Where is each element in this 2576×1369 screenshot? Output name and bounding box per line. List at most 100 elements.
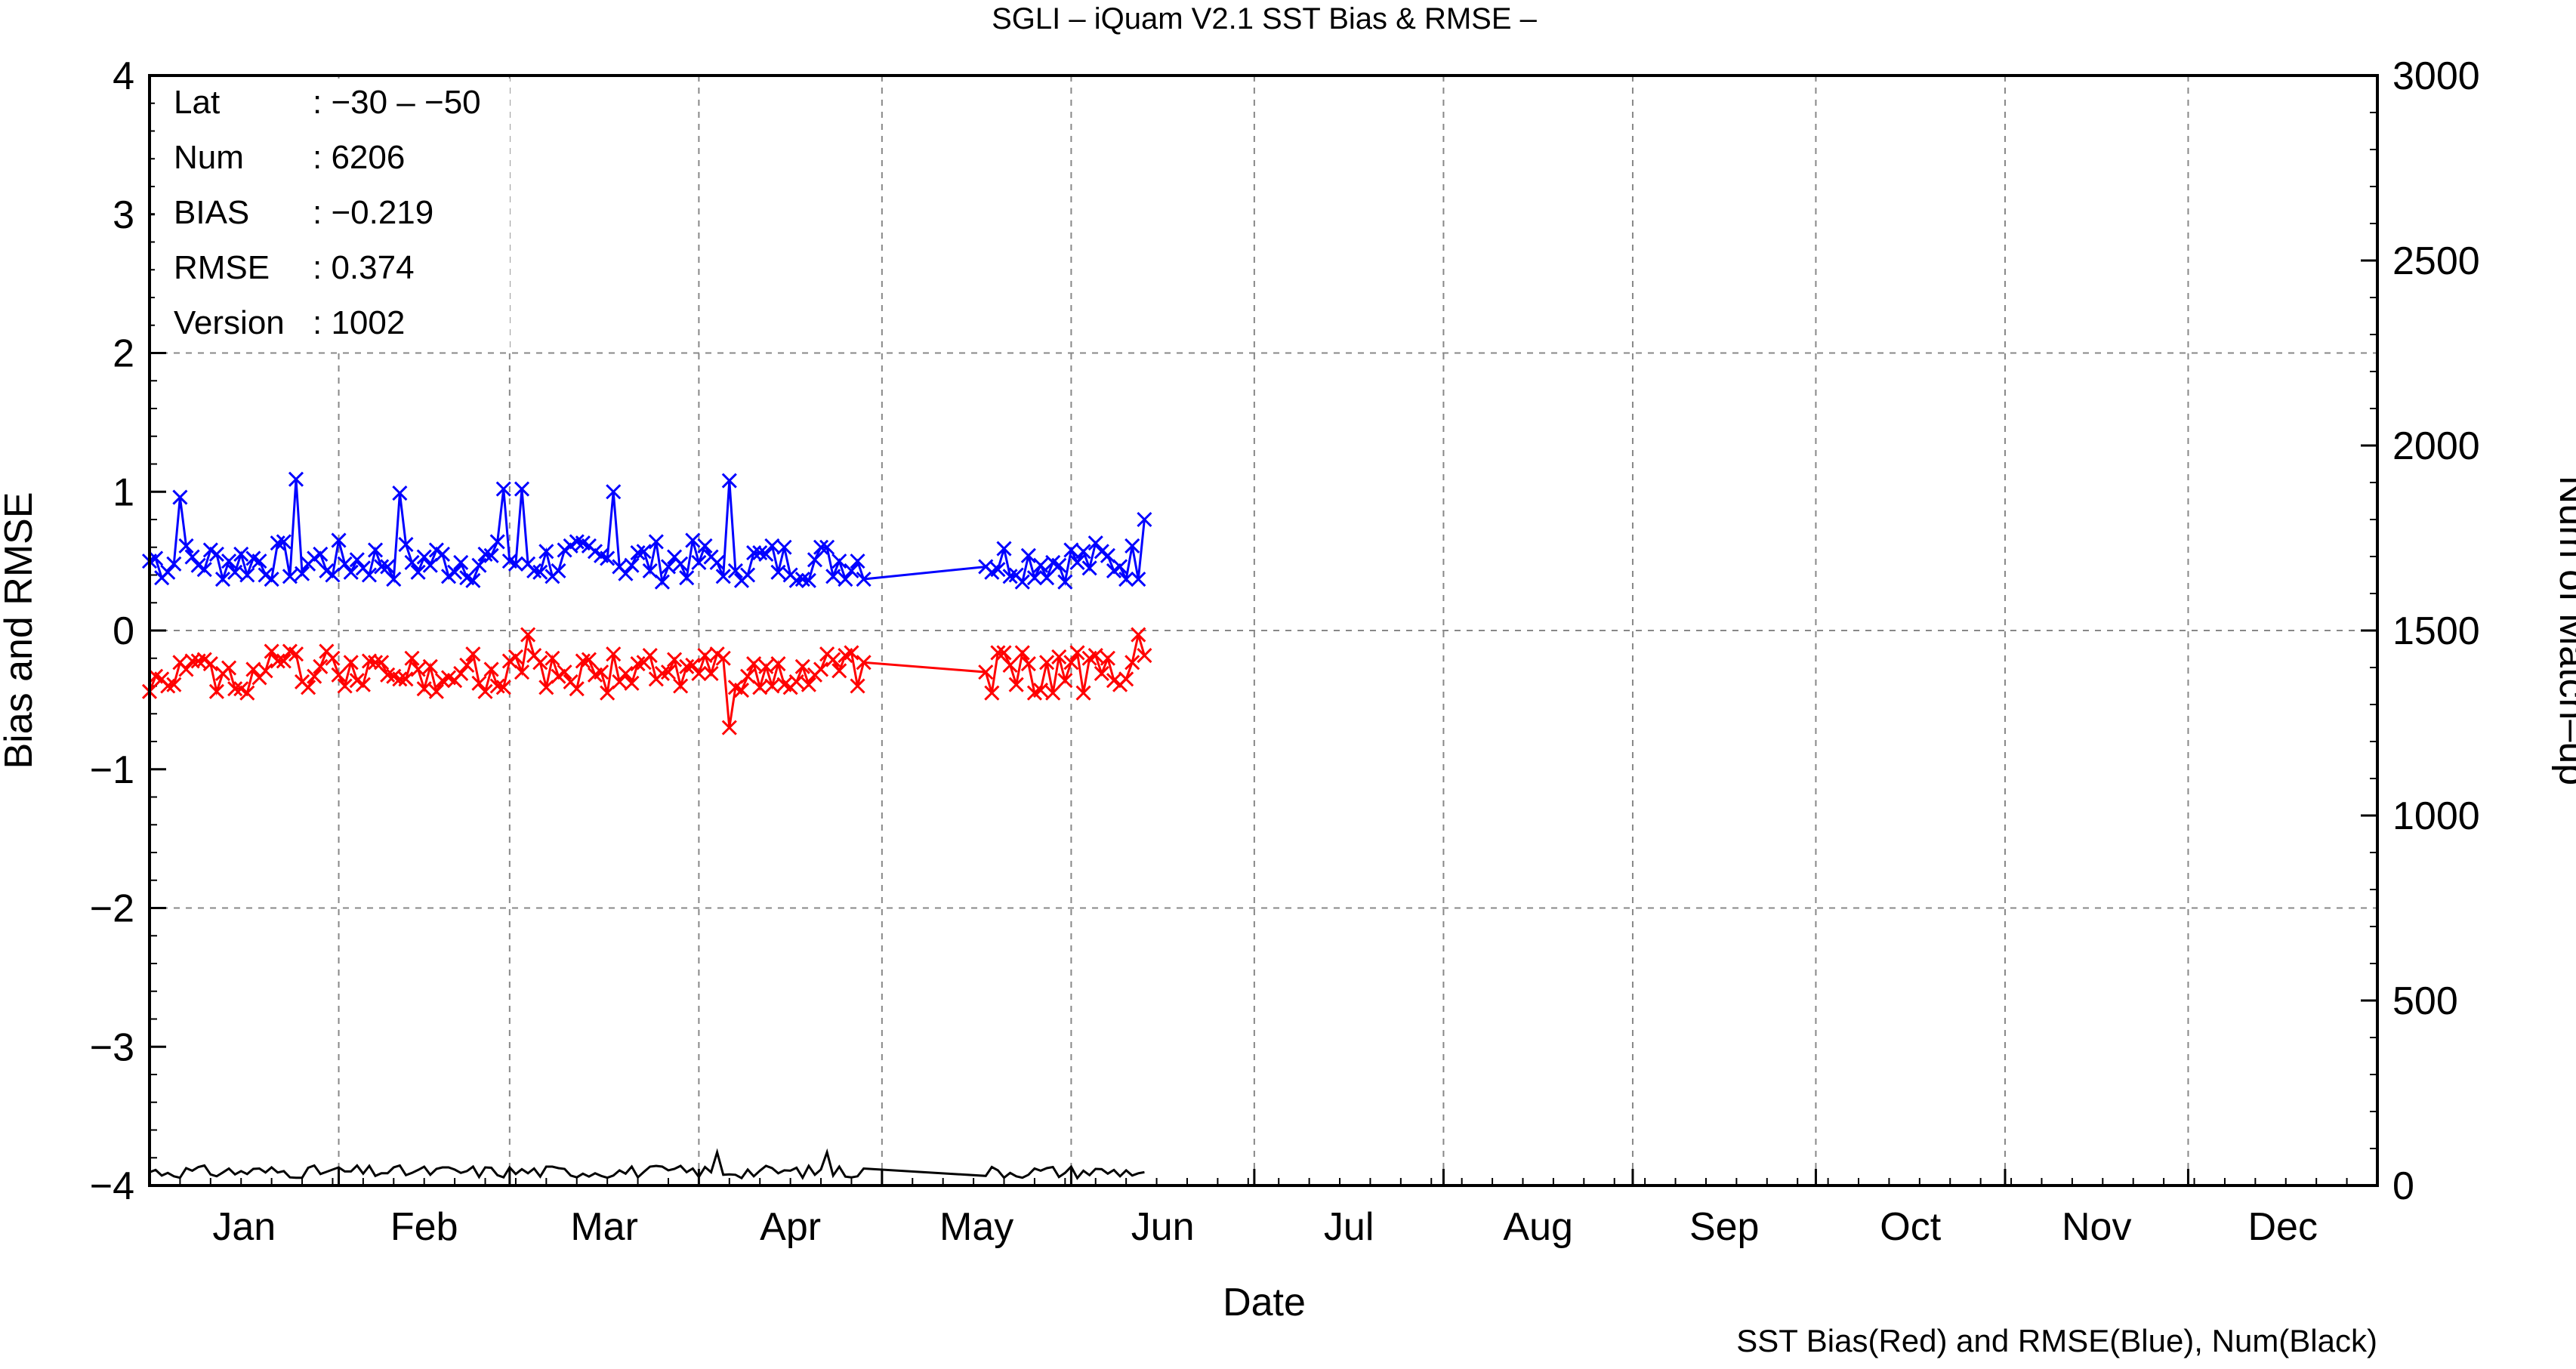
rmse-series-point (361, 567, 378, 583)
bias-series-point (1014, 645, 1030, 661)
rmse-series-point (398, 537, 414, 553)
stat-label: Num (174, 139, 244, 176)
rmse-series-point (374, 559, 390, 575)
y-left-tick-label: 1 (113, 470, 134, 514)
bias-series-point (1094, 665, 1109, 682)
y-left-tick-label: 3 (113, 193, 134, 237)
bias-series-point (618, 665, 634, 682)
rmse-series-point (679, 570, 695, 586)
rmse-series-point (1137, 511, 1152, 528)
rmse-series-point (538, 544, 554, 560)
bias-series-point (428, 683, 444, 699)
bias-series-point (746, 656, 762, 672)
rmse-series-point (349, 552, 365, 568)
rmse-series-point (691, 554, 707, 571)
y-right-tick-label: 3000 (2392, 54, 2480, 98)
rmse-series-point (422, 557, 438, 573)
bias-series-point (276, 653, 292, 669)
bias-series-point (1051, 649, 1067, 664)
rmse-series-point (764, 538, 780, 553)
bias-series-point (410, 661, 426, 677)
rmse-series-point (434, 546, 451, 562)
bias-series-point (416, 681, 432, 697)
bias-series-point (477, 683, 493, 699)
bias-series-point (422, 658, 438, 674)
rmse-series-point (721, 473, 737, 489)
y-left-tick-label: 2 (113, 332, 134, 376)
bias-series-point (239, 685, 255, 701)
y-right-tick-label: 0 (2392, 1164, 2414, 1208)
rmse-series-point (838, 571, 853, 587)
rmse-series-point (410, 564, 426, 580)
y-right-tick-label: 500 (2392, 979, 2458, 1023)
rmse-series-point (727, 563, 743, 579)
rmse-series-point (1100, 547, 1115, 563)
bias-series-point (1002, 657, 1018, 673)
rmse-series-point (551, 563, 566, 579)
bias-series-point (545, 650, 560, 666)
bias-series-point (404, 650, 420, 666)
bias-series-point (996, 645, 1012, 661)
stat-label: BIAS (174, 194, 249, 231)
stat-value: : −0.219 (313, 194, 433, 231)
bias-series-point (245, 661, 261, 677)
rmse-series-point (990, 562, 1006, 578)
bias-series-point (1008, 677, 1024, 692)
bias-series-point (374, 655, 390, 671)
rmse-series-point (313, 546, 329, 562)
bias-series-point (715, 650, 731, 666)
rmse-series-point (337, 556, 353, 572)
bias-series-point (355, 677, 371, 692)
bias-series-point (1075, 685, 1091, 701)
rmse-series-point (739, 567, 756, 583)
x-month-label: Aug (1503, 1205, 1573, 1249)
bias-series-point (1087, 648, 1103, 664)
bias-series-point (337, 678, 353, 694)
bias-series-point (825, 652, 841, 668)
bias-series-point (270, 653, 285, 669)
rmse-series-point (239, 567, 255, 583)
series-layer (141, 471, 1152, 1180)
bias-series-point (844, 645, 859, 661)
y-left-tick-label: 0 (113, 609, 134, 653)
rmse-series-point (1063, 542, 1079, 558)
bias-series-point (721, 720, 737, 735)
rmse-series-point (148, 550, 164, 566)
rmse-series-point (196, 562, 212, 578)
bias-series-point (673, 678, 689, 694)
rmse-series-point (1131, 571, 1146, 587)
bias-series-point (1100, 650, 1115, 666)
bias-series-point (507, 649, 523, 664)
stat-value: : 1002 (313, 304, 405, 341)
rmse-series-point (758, 546, 774, 562)
x-month-label: Dec (2247, 1205, 2317, 1249)
bias-series-point (307, 668, 322, 684)
stat-value: : 6206 (313, 139, 405, 176)
bias-series-point (264, 643, 279, 659)
rmse-series-point (221, 553, 237, 569)
bias-series-point (471, 675, 487, 691)
rmse-series-point (642, 563, 658, 579)
bias-series-point (801, 677, 816, 692)
bias-series-point (398, 671, 414, 687)
y-left-tick-label: 4 (113, 54, 134, 98)
y-axis-right-label: Num of Match–up (2551, 476, 2576, 785)
y-axis-left-label: Bias and RMSE (0, 492, 41, 769)
bias-series-point (202, 656, 218, 672)
rmse-series-point (813, 539, 829, 555)
rmse-series-point (514, 481, 530, 497)
x-month-label: May (939, 1205, 1013, 1249)
rmse-series-point (660, 559, 677, 575)
bias-series-point (1032, 682, 1049, 698)
rmse-series-point (801, 572, 816, 588)
bias-series-point (606, 646, 622, 662)
bias-series-point (331, 667, 347, 683)
rmse-series-point (178, 538, 194, 553)
rmse-series-point (495, 481, 511, 497)
stat-value: : −30 – −50 (313, 84, 481, 121)
bias-series-point (166, 677, 182, 692)
chart-title: SGLI – iQuam V2.1 SST Bias & RMSE – (992, 2, 1538, 35)
bias-series-point (739, 668, 756, 684)
bias-series-point (569, 681, 585, 697)
